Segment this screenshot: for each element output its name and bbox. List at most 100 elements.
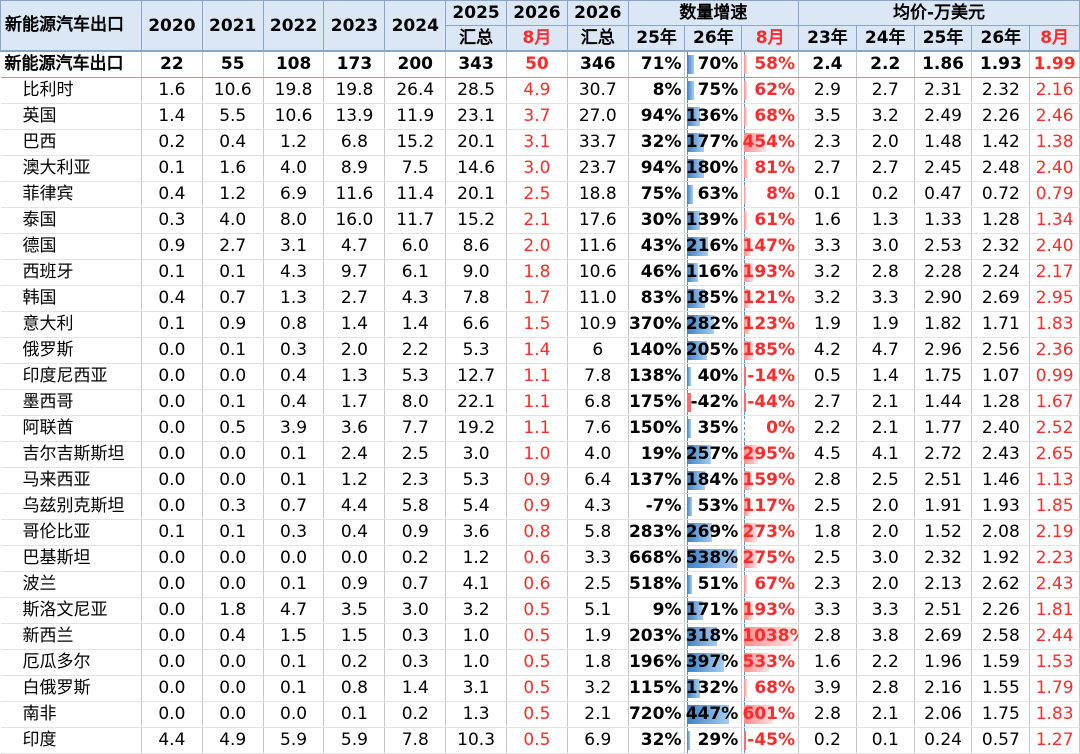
price-cell: 2.26 (971, 103, 1031, 130)
country-name: 泰国 (0, 207, 142, 234)
volume-cell: 0.0 (202, 675, 264, 702)
price-cell: 1.83 (1029, 311, 1080, 338)
header-price-aug: 8月 (1029, 25, 1080, 52)
table-row: 新西兰0.00.41.51.50.31.00.51.9203%318%1038%… (0, 623, 1080, 650)
price-cell: 2.7 (798, 389, 857, 416)
volume-cell: 22.1 (445, 389, 508, 416)
volume-cell: 0.0 (141, 649, 203, 676)
price-cell: 0.2 (856, 181, 915, 208)
country-name: 菲律宾 (0, 181, 142, 208)
volume-cell: 3.7 (506, 103, 568, 130)
growth-value: 62% (754, 80, 796, 100)
growth-25-cell: 75% (628, 181, 686, 208)
header-price-23: 23年 (798, 25, 857, 52)
growth-bar (744, 185, 747, 204)
volume-cell: 1.1 (506, 389, 568, 416)
price-cell: 1.75 (914, 363, 973, 390)
volume-cell: 50 (506, 50, 568, 78)
price-cell: 1.75 (971, 701, 1031, 728)
growth-bar (744, 159, 749, 178)
volume-cell: 0.0 (141, 363, 203, 390)
price-cell: 2.72 (914, 441, 973, 468)
volume-cell: 10.6 (263, 103, 325, 130)
growth-value: 1038% (742, 626, 797, 646)
header-year-2022: 2022 (262, 0, 325, 52)
price-cell: 2.62 (971, 571, 1031, 598)
growth-value: -14% (747, 366, 796, 386)
price-cell: 1.4 (856, 363, 915, 390)
table-row: 韩国 0.4 0.7 1.3 2.7 4.3 7.8 1.7 11.0 83% 185% 121% 3.… (0, 285, 1080, 312)
growth-value: -42% (690, 392, 739, 412)
price-cell: 1.59 (971, 649, 1031, 676)
price-cell: 1.44 (914, 389, 973, 416)
table-row: 印度尼西亚 0.0 0.0 0.4 1.3 5.3 12.7 1.1 7.8 138% 40% -14… (0, 363, 1080, 390)
header-growth-group: 数量增速 (627, 0, 800, 26)
volume-cell: 3.2 (445, 597, 508, 624)
growth-aug-cell: 81% (741, 155, 800, 182)
volume-cell: 0.1 (202, 259, 264, 286)
volume-cell: 0.0 (202, 701, 264, 728)
table-row-total: 新能源汽车出口 22 55 108 173 200 343 50 346 71% 70% 58% 2.4… (0, 50, 1080, 78)
volume-cell: 5.9 (323, 727, 386, 754)
growth-bar (687, 445, 712, 464)
price-cell: 2.58 (971, 623, 1031, 650)
volume-cell: 8.9 (323, 155, 386, 182)
volume-cell: 1.3 (445, 701, 508, 728)
price-cell: 3.8 (856, 623, 915, 650)
growth-value: 295% (742, 444, 796, 464)
volume-cell: 11.6 (323, 181, 386, 208)
volume-cell: 22 (141, 50, 203, 78)
growth-26-cell: 177% (684, 129, 743, 156)
country-name: 马来西亚 (0, 467, 142, 494)
volume-cell: 7.5 (384, 155, 447, 182)
volume-cell: 23.7 (567, 155, 629, 182)
volume-cell: 3.0 (384, 597, 447, 624)
growth-25-cell: 140% (628, 337, 686, 364)
volume-cell: 1.0 (445, 649, 508, 676)
volume-cell: 11.6 (567, 233, 629, 260)
price-cell: 2.8 (856, 675, 915, 702)
price-cell: 1.52 (914, 519, 973, 546)
growth-aug-cell: 0% (741, 415, 800, 442)
growth-bar (744, 393, 747, 412)
price-cell: 3.2 (798, 259, 857, 286)
volume-cell: 0.3 (202, 493, 264, 520)
volume-cell: 5.3 (384, 363, 447, 390)
volume-cell: 1.4 (384, 675, 447, 702)
growth-aug-cell: 8% (741, 181, 800, 208)
growth-bar (687, 185, 694, 204)
country-name: 白俄罗斯 (0, 675, 142, 702)
growth-25-cell: 370% (628, 311, 686, 338)
table-row: 乌兹别克斯坦 0.0 0.3 0.7 4.4 5.8 5.4 0.9 4.3 -7% 53% 117%… (0, 493, 1080, 520)
volume-cell: 0.4 (323, 519, 386, 546)
volume-cell: 1.6 (141, 77, 203, 104)
growth-value: 63% (697, 184, 739, 204)
price-cell: 2.1 (856, 701, 915, 728)
volume-cell: 11.9 (384, 103, 447, 130)
volume-cell: 0.1 (202, 389, 264, 416)
volume-cell: 2.3 (384, 467, 447, 494)
volume-cell: 0.0 (141, 467, 203, 494)
price-cell: 2.69 (971, 285, 1031, 312)
growth-26-cell: 180% (684, 155, 743, 182)
volume-cell: 1.9 (567, 623, 629, 650)
price-cell: 2.23 (1029, 545, 1080, 572)
price-cell: 2.2 (856, 649, 915, 676)
volume-cell: 343 (445, 50, 508, 78)
volume-cell: 1.7 (506, 285, 568, 312)
volume-cell: 9.0 (445, 259, 508, 286)
price-cell: 2.1 (856, 389, 915, 416)
growth-26-cell: -42% (684, 389, 743, 416)
volume-cell: 0.5 (506, 727, 568, 754)
volume-cell: 2.7 (323, 285, 386, 312)
price-cell: 3.0 (856, 233, 915, 260)
volume-cell: 1.8 (567, 649, 629, 676)
growth-bar (687, 107, 701, 126)
volume-cell: 3.2 (567, 675, 629, 702)
volume-cell: 0.1 (263, 467, 325, 494)
price-cell: 1.07 (971, 363, 1031, 390)
volume-cell: 5.9 (263, 727, 325, 754)
growth-25-cell: 19% (628, 441, 686, 468)
price-cell: 2.0 (856, 571, 915, 598)
header-price-group: 均价-万美元 (798, 0, 1080, 26)
